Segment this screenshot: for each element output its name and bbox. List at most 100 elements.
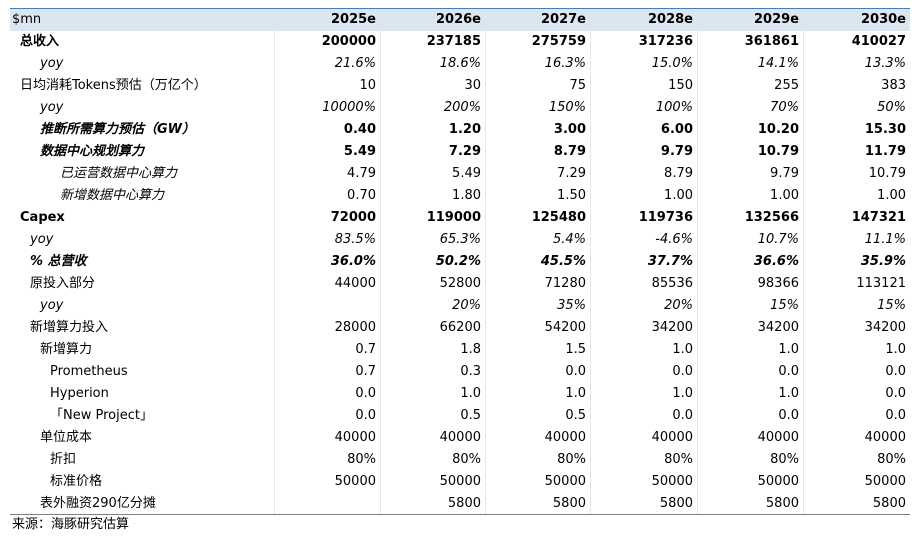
column-separator [485,9,486,514]
value-cell: 0.0 [885,364,906,379]
row-label: yoy [40,56,64,71]
value-cell: 0.7 [355,342,376,357]
value-cell: 9.79 [660,144,693,159]
value-cell: 6.00 [660,122,693,137]
value-cell: 44000 [334,276,376,291]
value-cell: 147321 [851,210,906,225]
value-cell: 1.00 [770,188,799,203]
header-cell: $mn [12,12,42,27]
value-cell: 11.1% [864,232,906,247]
value-cell: 0.0 [778,364,799,379]
value-cell: 119000 [426,210,481,225]
value-cell: 21.6% [334,56,376,71]
table-row: 折扣 80% 80% 80% 80% 80% 80% [10,449,910,471]
value-cell: 8.79 [553,144,586,159]
value-cell: 10.7% [757,232,799,247]
value-cell: 1.80 [452,188,481,203]
value-cell: 50% [877,100,906,115]
value-cell: 0.40 [343,122,376,137]
value-cell: 1.0 [885,342,906,357]
value-cell: 83.5% [334,232,376,247]
row-label: Capex [20,210,65,225]
value-cell: 34200 [757,320,799,335]
value-cell: 80% [664,452,693,467]
value-cell: 0.0 [355,386,376,401]
value-cell: 13.3% [864,56,906,71]
value-cell: 113121 [856,276,906,291]
value-cell: 40000 [651,430,693,445]
value-cell: 66200 [439,320,481,335]
value-cell: 1.0 [672,342,693,357]
value-cell: 36.6% [753,254,799,269]
value-cell: 10000% [322,100,376,115]
table-row: 数据中心规划算力 5.49 7.29 8.79 9.79 10.79 11.79 [10,141,910,163]
column-separator [697,9,698,514]
value-cell: 5800 [659,496,693,511]
value-cell: 1.50 [557,188,586,203]
value-cell: 0.3 [460,364,481,379]
value-cell: 16.3% [544,56,586,71]
value-cell: 200% [443,100,481,115]
value-cell: 35.9% [860,254,906,269]
row-label: 新增数据中心算力 [60,188,165,203]
column-separator [380,9,381,514]
header-cell: 2027e [541,12,586,27]
row-label: 日均消耗Tokens预估（万亿个） [20,78,207,93]
value-cell: 34200 [864,320,906,335]
value-cell: 10.79 [757,144,799,159]
row-label: yoy [40,298,64,313]
column-separator [803,9,804,514]
value-cell: 10.20 [757,122,799,137]
value-cell: 85536 [651,276,693,291]
table-row: 日均消耗Tokens预估（万亿个） 10 30 75 150 255 383 [10,75,910,97]
value-cell: 1.20 [448,122,481,137]
value-cell: 80% [452,452,481,467]
value-cell: 54200 [544,320,586,335]
value-cell: 9.79 [770,166,799,181]
value-cell: 0.5 [565,408,586,423]
value-cell: 0.0 [672,364,693,379]
header-cell: 2028e [648,12,693,27]
value-cell: 14.1% [757,56,799,71]
row-label: 表外融资290亿分摊 [40,496,156,511]
header-cell: 2026e [436,12,481,27]
value-cell: 4.79 [347,166,376,181]
value-cell: 5800 [765,496,799,511]
value-cell: 125480 [531,210,586,225]
value-cell: 5.4% [552,232,586,247]
row-label: 已运营数据中心算力 [60,166,178,181]
table-row: 新增算力 0.7 1.8 1.5 1.0 1.0 1.0 [10,339,910,361]
value-cell: 70% [770,100,799,115]
value-cell: 0.0 [355,408,376,423]
value-cell: 3.00 [553,122,586,137]
table-row: 标准价格 50000 50000 50000 50000 50000 50000 [10,471,910,493]
value-cell: -4.6% [655,232,693,247]
value-cell: 237185 [426,34,481,49]
value-cell: 10.79 [868,166,906,181]
header-row: $mn 2025e 2026e 2027e 2028e 2029e 2030e [10,9,910,31]
value-cell: 72000 [330,210,376,225]
value-cell: 15% [770,298,799,313]
value-cell: 317236 [638,34,693,49]
row-label: 「New Project」 [50,408,153,423]
row-label: yoy [30,232,54,247]
value-cell: 80% [770,452,799,467]
table-row: Prometheus 0.7 0.3 0.0 0.0 0.0 0.0 [10,361,910,383]
value-cell: 150 [668,78,693,93]
table-row: Capex 72000 119000 125480 119736 132566 147321 [10,207,910,229]
value-cell: 410027 [851,34,906,49]
row-label: 新增算力 [40,342,93,357]
row-label: 单位成本 [40,430,93,445]
value-cell: 52800 [439,276,481,291]
table-row: 「New Project」 0.0 0.5 0.5 0.0 0.0 0.0 [10,405,910,427]
value-cell: 65.3% [439,232,481,247]
value-cell: 40000 [439,430,481,445]
value-cell: 35% [557,298,586,313]
row-label: % 总营收 [30,254,87,269]
table-row: yoy 20% 35% 20% 15% 15% [10,295,910,317]
value-cell: 20% [452,298,481,313]
value-cell: 5800 [552,496,586,511]
value-cell: 36.0% [330,254,376,269]
header-cell: 2029e [754,12,799,27]
value-cell: 0.7 [355,364,376,379]
